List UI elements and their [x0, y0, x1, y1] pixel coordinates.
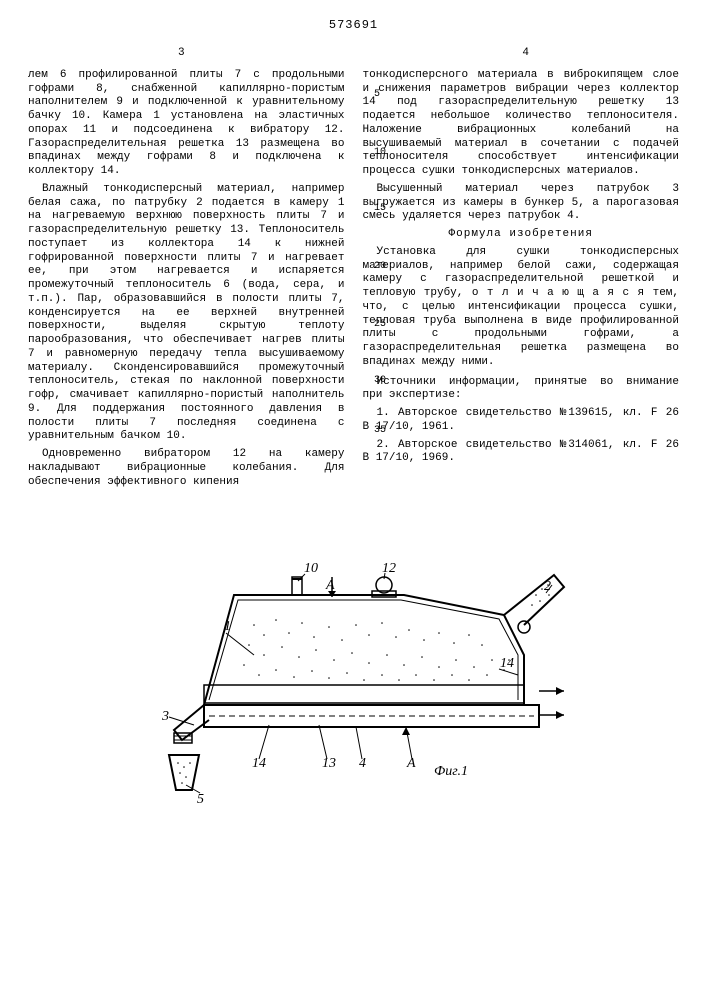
formula-title: Формула изобретения: [363, 228, 680, 242]
line-number: 35: [374, 425, 386, 438]
left-para-3: Одновременно вибратором 12 на камеру нак…: [28, 448, 345, 489]
sources-title: Источники информации, принятые во вниман…: [363, 376, 680, 404]
right-para-2: Высушенный материал через патрубок 3 выг…: [363, 183, 680, 224]
patent-number: 573691: [28, 18, 679, 33]
line-number: 20: [374, 261, 386, 274]
left-column: лем 6 профилированной плиты 7 с продольн…: [28, 69, 345, 494]
page-number-right: 4: [522, 47, 529, 61]
svg-text:A: A: [406, 756, 416, 771]
source-2: 2. Авторское свидетельство №314061, кл. …: [363, 439, 680, 467]
svg-text:3: 3: [161, 709, 169, 724]
svg-text:14: 14: [252, 756, 266, 771]
svg-text:10: 10: [304, 561, 318, 576]
source-1: 1. Авторское свидетельство №139615, кл. …: [363, 407, 680, 435]
svg-text:2: 2: [544, 579, 551, 594]
line-number: 25: [374, 319, 386, 332]
svg-text:A: A: [325, 578, 335, 593]
right-column: тонкодисперсного материала в виброкипяще…: [363, 69, 680, 494]
svg-text:4: 4: [359, 756, 366, 771]
figure-caption: Фиг.1: [434, 764, 468, 779]
svg-text:14: 14: [500, 656, 514, 671]
left-para-1: лем 6 профилированной плиты 7 с продольн…: [28, 69, 345, 179]
figure-1: 1 2 3 4 5 10 12 13 14 14 A A Фиг.1: [28, 515, 679, 821]
line-number: 15: [374, 203, 386, 216]
svg-text:13: 13: [322, 756, 336, 771]
svg-text:5: 5: [197, 792, 204, 807]
right-para-1: тонкодисперсного материала в виброкипяще…: [363, 69, 680, 179]
line-number: 10: [374, 147, 386, 160]
svg-text:12: 12: [382, 561, 396, 576]
line-number: 30: [374, 375, 386, 388]
claim-text: Установка для сушки тонкодисперсных мате…: [363, 246, 680, 370]
page-number-left: 3: [178, 47, 185, 61]
line-number: 5: [374, 89, 380, 102]
left-para-2: Влажный тонкодисперсный материал, наприм…: [28, 183, 345, 444]
svg-text:1: 1: [224, 619, 231, 634]
